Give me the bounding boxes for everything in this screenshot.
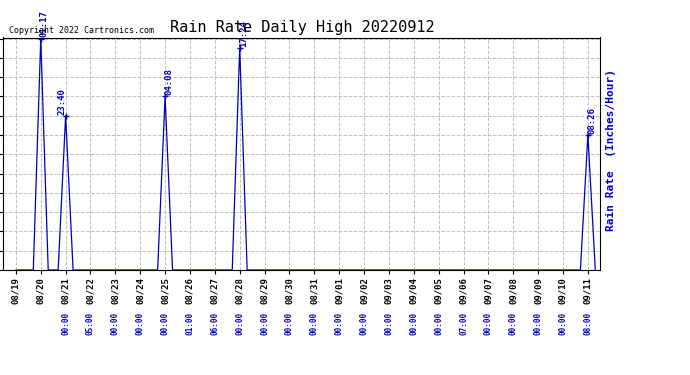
Text: 00:00: 00:00 xyxy=(434,312,443,335)
Text: 00:00: 00:00 xyxy=(61,312,70,335)
Text: 00:00: 00:00 xyxy=(335,312,344,335)
Text: 00:00: 00:00 xyxy=(558,312,567,335)
Text: 00:00: 00:00 xyxy=(509,312,518,335)
Text: 06:00: 06:00 xyxy=(210,312,219,335)
Text: 00:00: 00:00 xyxy=(136,312,145,335)
Text: 00:00: 00:00 xyxy=(409,312,418,335)
Text: 08:26: 08:26 xyxy=(587,107,596,134)
Text: 01:17: 01:17 xyxy=(40,10,49,38)
Text: 00:00: 00:00 xyxy=(384,312,393,335)
Text: 01:00: 01:00 xyxy=(186,312,195,335)
Text: 07:00: 07:00 xyxy=(459,312,468,335)
Text: 08:00: 08:00 xyxy=(583,312,593,335)
Text: Rain Rate  (Inches/Hour): Rain Rate (Inches/Hour) xyxy=(606,69,616,231)
Text: 00:00: 00:00 xyxy=(235,312,244,335)
Text: 00:00: 00:00 xyxy=(533,312,542,335)
Text: 00:00: 00:00 xyxy=(111,312,120,335)
Text: 05:00: 05:00 xyxy=(86,312,95,335)
Text: Copyright 2022 Cartronics.com: Copyright 2022 Cartronics.com xyxy=(10,26,155,35)
Text: 00:00: 00:00 xyxy=(359,312,368,335)
Title: Rain Rate Daily High 20220912: Rain Rate Daily High 20220912 xyxy=(170,20,434,35)
Text: 17:24: 17:24 xyxy=(239,20,248,47)
Text: 00:00: 00:00 xyxy=(260,312,269,335)
Text: 00:00: 00:00 xyxy=(285,312,294,335)
Text: 00:00: 00:00 xyxy=(484,312,493,335)
Text: 00:00: 00:00 xyxy=(310,312,319,335)
Text: 04:08: 04:08 xyxy=(164,69,173,95)
Text: 23:40: 23:40 xyxy=(57,88,66,115)
Text: 00:00: 00:00 xyxy=(161,312,170,335)
